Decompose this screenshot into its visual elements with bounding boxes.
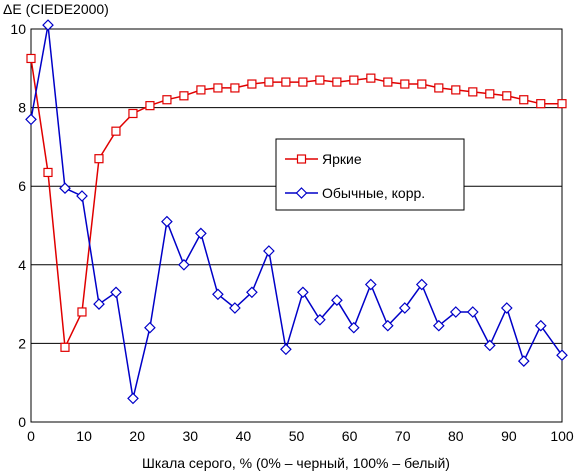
- data-point: [398, 302, 411, 314]
- series-line: [30, 24, 563, 399]
- data-point: [26, 53, 36, 64]
- data-point: [247, 79, 257, 89]
- y-tick-label: 10: [10, 21, 26, 37]
- legend-marker-normal: [295, 187, 308, 199]
- data-point: [280, 343, 292, 356]
- data-point: [77, 307, 87, 317]
- data-point: [230, 83, 240, 93]
- data-point: [110, 286, 122, 299]
- data-point: [213, 83, 223, 93]
- data-point: [162, 95, 172, 105]
- data-point: [483, 339, 496, 352]
- data-point: [349, 75, 359, 85]
- y-tick-label: 6: [18, 178, 26, 194]
- data-point: [196, 85, 206, 95]
- data-point: [94, 154, 104, 164]
- plot-area-frame: [30, 28, 563, 423]
- data-point: [281, 77, 291, 87]
- data-point: [451, 85, 461, 95]
- x-tick-label: 40: [236, 428, 252, 444]
- legend: Яркие Обычные, корр.: [275, 138, 465, 211]
- x-tick-label: 80: [448, 428, 464, 444]
- data-point: [415, 278, 428, 291]
- x-tick-label: 10: [76, 428, 92, 444]
- data-point: [331, 294, 343, 307]
- data-point: [383, 77, 393, 87]
- data-point: [93, 298, 105, 310]
- y-tick-label: 0: [18, 414, 26, 430]
- legend-item-bright: Яркие: [285, 151, 362, 167]
- data-point: [127, 392, 139, 405]
- data-point: [314, 313, 326, 326]
- data-point: [212, 288, 224, 301]
- data-point: [60, 342, 70, 352]
- data-point: [264, 77, 274, 87]
- data-point: [59, 182, 71, 195]
- x-tick-label: 50: [289, 428, 305, 444]
- data-point: [263, 245, 275, 257]
- data-point: [332, 77, 342, 87]
- data-point: [449, 306, 462, 318]
- data-point: [432, 319, 445, 332]
- data-point: [364, 278, 377, 291]
- legend-label-normal: Обычные, корр.: [322, 185, 425, 201]
- data-point: [434, 83, 444, 93]
- legend-marker-bright: [296, 154, 307, 164]
- data-point: [366, 73, 376, 83]
- data-point: [229, 302, 241, 314]
- series-1: [25, 19, 568, 405]
- y-tick-label: 4: [18, 257, 26, 273]
- x-tick-label: 20: [129, 428, 145, 444]
- data-point: [111, 126, 121, 136]
- data-point: [534, 319, 547, 332]
- data-point: [347, 321, 360, 334]
- x-tick-label: 60: [342, 428, 358, 444]
- legend-box: [275, 138, 465, 211]
- data-point: [556, 349, 568, 362]
- data-point: [246, 286, 258, 299]
- data-point: [298, 77, 308, 87]
- data-point: [400, 79, 410, 89]
- data-point: [502, 91, 512, 101]
- data-point: [468, 87, 478, 97]
- x-tick-label: 90: [501, 428, 517, 444]
- data-point: [128, 108, 138, 119]
- series-layer: [25, 19, 568, 405]
- data-point: [417, 79, 427, 89]
- data-point: [144, 321, 156, 334]
- data-point: [536, 99, 546, 109]
- data-point: [381, 319, 394, 332]
- x-tick-label: 100: [550, 428, 574, 444]
- data-point: [43, 167, 53, 178]
- data-point: [161, 215, 173, 228]
- data-point: [25, 113, 37, 126]
- series-0: [26, 53, 567, 352]
- data-point: [195, 227, 207, 240]
- x-tick-label: 70: [395, 428, 411, 444]
- data-point: [466, 306, 479, 318]
- data-point: [179, 91, 189, 101]
- y-tick-label: 2: [18, 335, 26, 351]
- legend-item-normal: Обычные, корр.: [285, 185, 425, 201]
- legend-label-bright: Яркие: [322, 151, 362, 167]
- data-point: [519, 95, 529, 105]
- data-point: [485, 89, 495, 99]
- data-point: [76, 190, 88, 202]
- data-point: [297, 286, 309, 299]
- data-point: [500, 302, 513, 314]
- data-point: [315, 75, 325, 85]
- x-tick-label: 0: [27, 428, 35, 444]
- data-point: [517, 355, 530, 367]
- data-point: [42, 19, 54, 31]
- y-axis-title: ΔE (CIEDE2000): [3, 1, 109, 17]
- data-point: [178, 258, 190, 271]
- x-tick-label: 30: [183, 428, 199, 444]
- x-axis-title: Шкала серого, % (0% – черный, 100% – бел…: [142, 455, 450, 471]
- data-point: [557, 99, 567, 109]
- data-point: [145, 101, 155, 111]
- y-tick-label: 8: [18, 100, 26, 116]
